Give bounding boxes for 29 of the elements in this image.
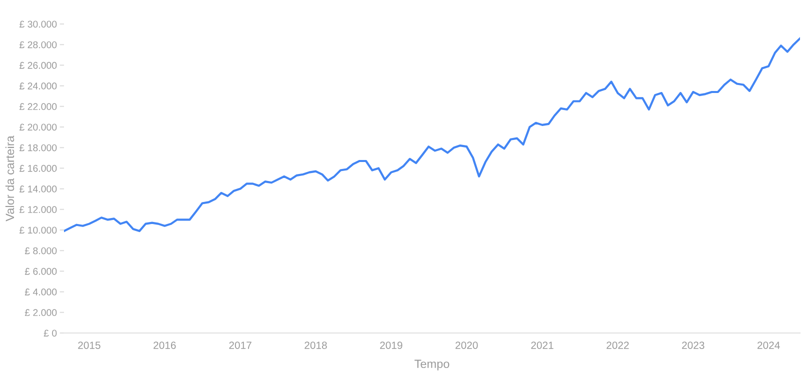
- y-tick-label: £ 26.000: [19, 62, 57, 69]
- x-axis-title: Tempo: [414, 360, 450, 370]
- y-tick-label: £ 8.000: [24, 247, 57, 254]
- x-tick-label: 2020: [456, 342, 478, 349]
- y-tick-label: £ 0: [44, 330, 57, 337]
- x-tick-label: 2017: [229, 342, 252, 349]
- line-series: [64, 37, 800, 232]
- y-tick-label: £ 2.000: [24, 309, 57, 316]
- x-tick-label: 2016: [154, 342, 176, 349]
- x-tick-label: 2019: [380, 342, 402, 349]
- x-tick-label: 2021: [531, 342, 554, 349]
- y-tick-label: £ 12.000: [19, 206, 57, 214]
- y-tick-label: £ 20.000: [19, 124, 57, 131]
- x-tick-label: 2022: [606, 342, 629, 349]
- y-tick-label: £ 28.000: [19, 41, 57, 48]
- y-tick-label: £ 10.000: [19, 226, 57, 234]
- y-axis-title: Valor da carteira: [5, 136, 14, 222]
- y-tick-label: £ 14.000: [19, 186, 57, 192]
- x-tick-label: 2018: [304, 342, 327, 349]
- y-tick-label: £ 6.000: [24, 268, 57, 275]
- y-tick-label: £ 22.000: [19, 103, 57, 110]
- y-tick-label: £ 24.000: [19, 82, 57, 90]
- y-tick-label: £ 4.000: [24, 288, 57, 296]
- y-tick-label: £ 18.000: [19, 144, 57, 152]
- y-tick-label: £ 16.000: [19, 164, 57, 172]
- x-tick-label: 2024: [758, 342, 780, 349]
- y-tick-label: £ 30.000: [19, 20, 57, 28]
- x-tick-label: 2023: [682, 342, 704, 349]
- x-tick-label: 2015: [78, 342, 100, 349]
